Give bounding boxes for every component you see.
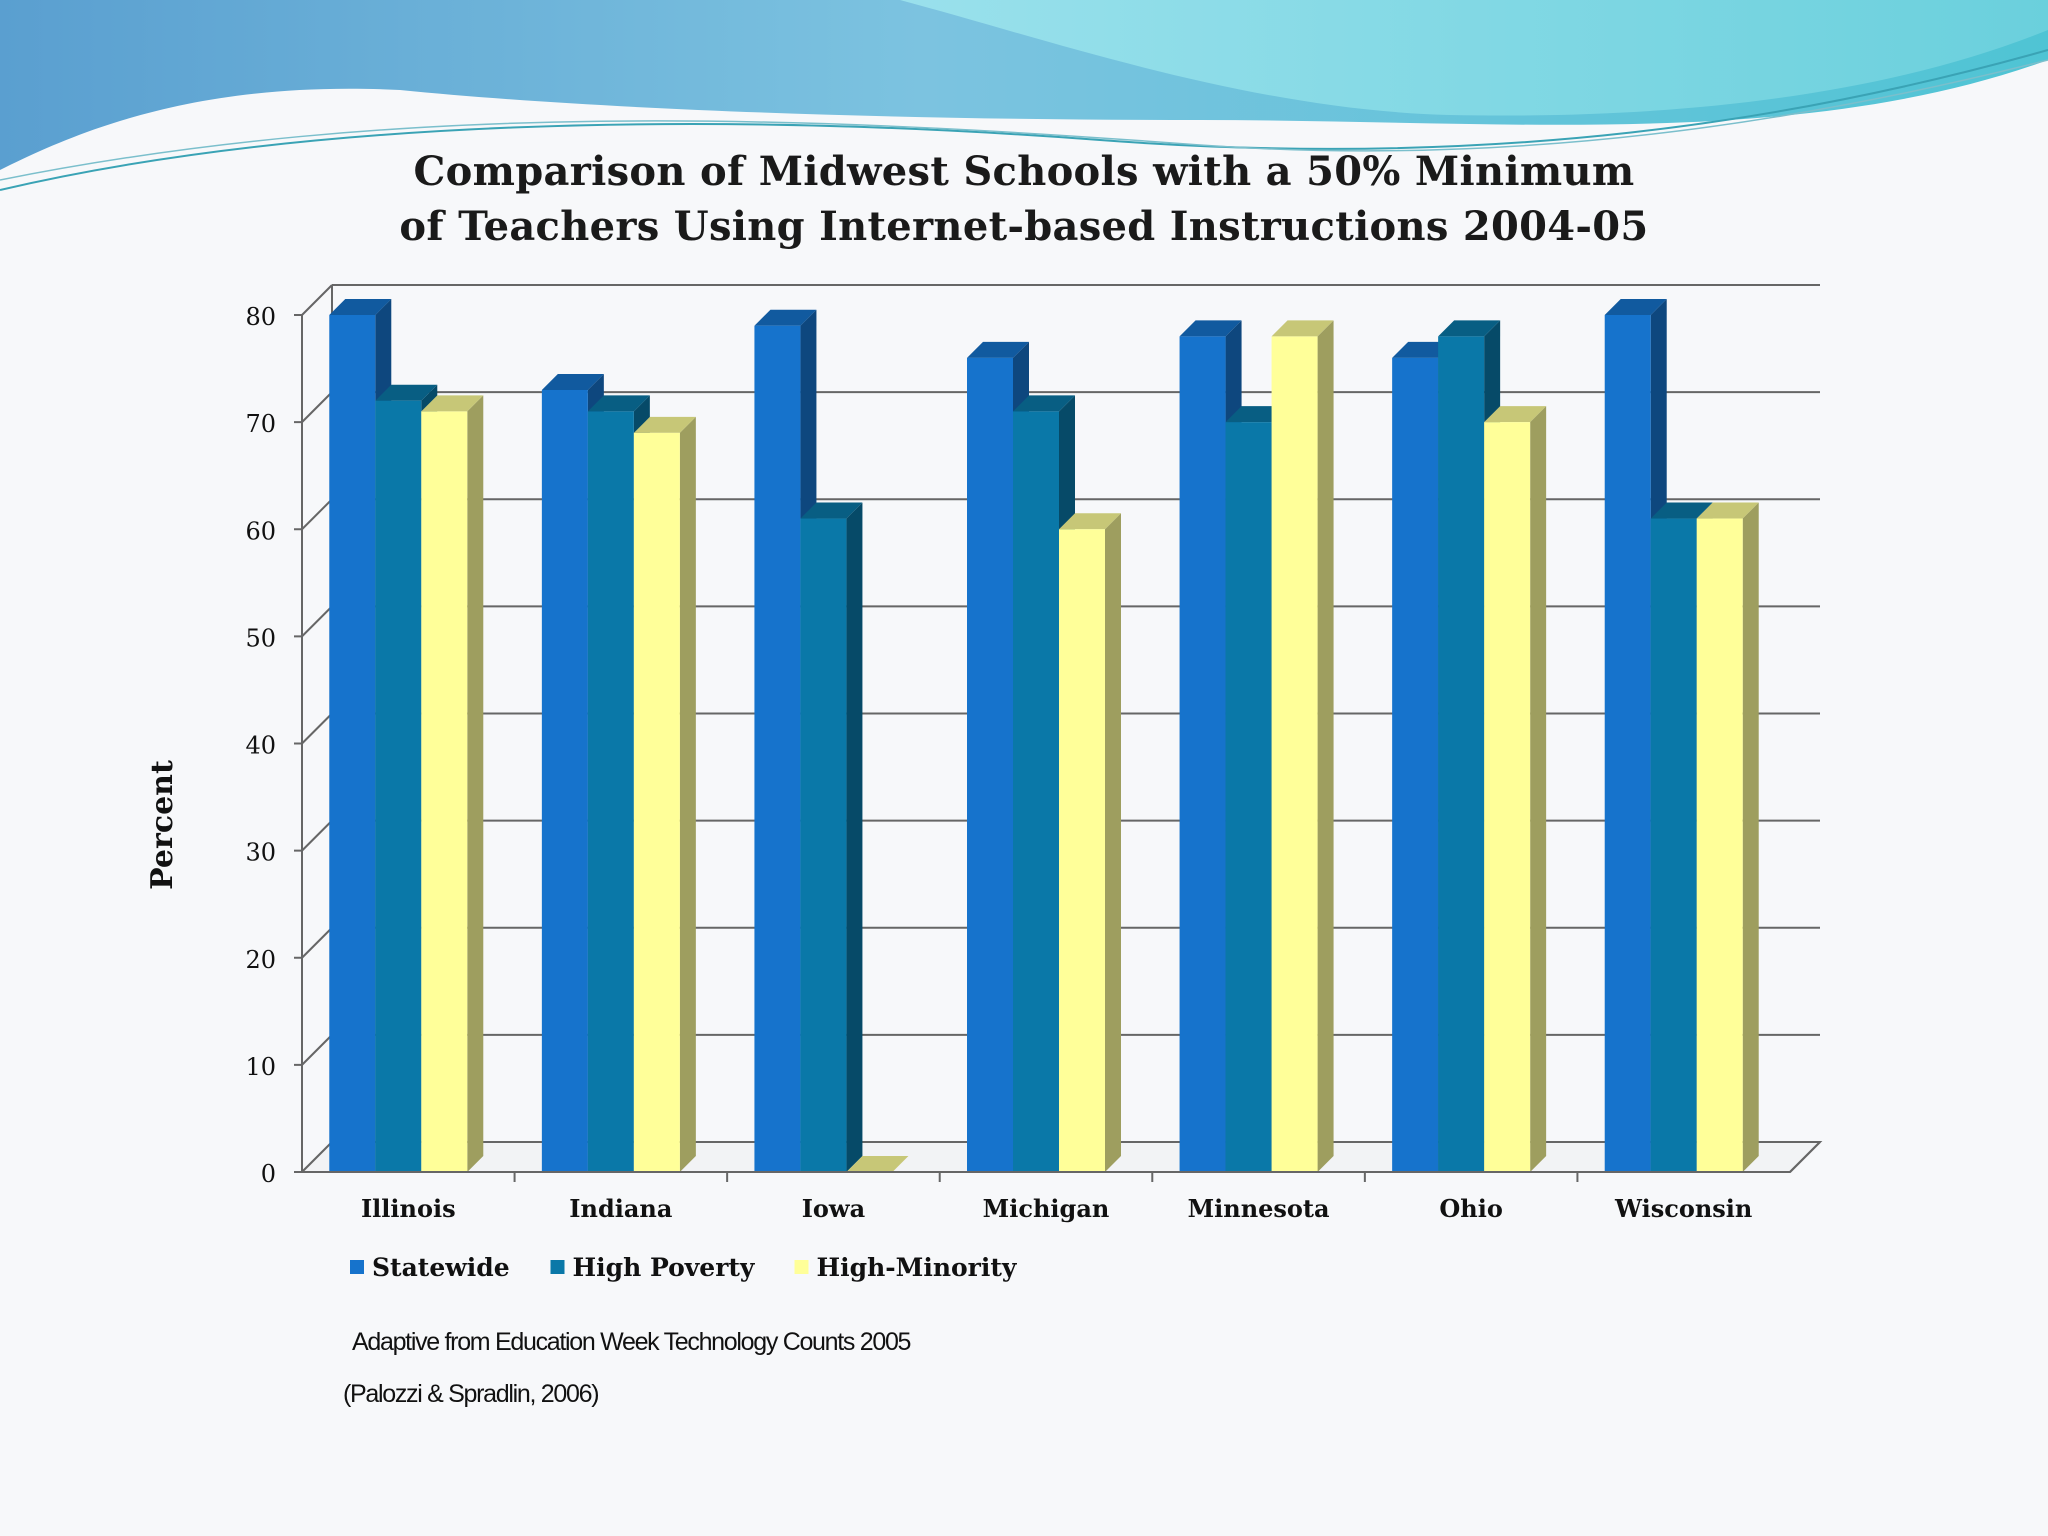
bar [1604,315,1651,1172]
bar [1696,518,1743,1172]
bar-top [1271,320,1334,337]
bar-top [846,1156,909,1172]
bar [587,411,634,1173]
bar [1271,336,1318,1172]
source-note: Adaptive from Education Week Technology … [352,1328,911,1356]
bar-top [329,299,392,315]
gridline-side [301,498,333,530]
header-wave-decoration [0,0,2048,191]
bar-top [1179,320,1242,337]
bar [633,432,680,1172]
x-tick-label: Illinois [361,1194,456,1223]
bar [800,518,847,1172]
y-tick-label: 20 [245,946,276,974]
y-tick-label: 30 [245,839,276,867]
bar-top [1438,320,1501,337]
bar-top [375,384,438,401]
bar-top [1013,395,1075,412]
bar-top [967,341,1029,358]
source-citation: (Palozzi & Spradlin, 2006) [343,1380,600,1408]
bar-top [800,502,863,519]
bar [541,389,588,1172]
bar-side [1742,502,1759,1173]
legend-label: High-Minority [817,1253,1018,1282]
x-tick-label: Ohio [1439,1194,1502,1223]
bar-side [1317,320,1334,1172]
gridline-side [301,1034,333,1066]
bar [421,411,468,1173]
bar-top [1650,502,1713,519]
bar-top [1696,502,1759,519]
gridline-side [301,391,333,423]
bar-top [421,395,484,412]
bar-chart: 0 10 20 30 40 50 60 70 80 Percent Illinois Indiana I… [145,284,1823,1282]
bar [754,325,801,1172]
y-axis-label: Percent [145,760,180,890]
x-tick-label: Wisconsin [1614,1194,1752,1223]
bar [329,315,376,1172]
y-tick-label: 50 [245,624,276,652]
bar-top [754,309,817,326]
bar [1225,422,1272,1172]
bar [1392,357,1439,1173]
bar [375,400,422,1172]
gridline-side [301,712,333,745]
x-tick-label: Minnesota [1188,1194,1330,1223]
bar [1650,518,1697,1172]
chart-title-line-2: of Teachers Using Internet-based Instruc… [399,203,1649,250]
gridline-side [301,284,333,316]
legend-swatch [794,1260,809,1274]
y-tick-label: 70 [245,410,276,438]
bar-side [1530,406,1547,1172]
y-tick-label: 80 [245,303,276,331]
gridline-side [301,927,333,959]
bar-top [633,416,696,433]
bar-side [1105,513,1121,1172]
bar [967,357,1013,1173]
bar-top [1604,299,1667,315]
gridline-side [301,605,333,638]
bar-side [467,395,484,1173]
x-tick-label: Michigan [983,1194,1110,1223]
bar-side [679,416,696,1172]
bar [1179,336,1226,1172]
legend-label: High Poverty [573,1253,756,1282]
bar-side [846,502,863,1173]
bar [1438,336,1485,1172]
y-tick-label: 60 [245,517,276,545]
gridline-side [301,819,333,852]
bar [1059,529,1105,1172]
bar [1013,411,1059,1173]
legend-swatch [550,1260,565,1274]
x-tick-label: Indiana [569,1194,672,1223]
x-tick-label: Iowa [802,1194,865,1223]
bar-top [1059,513,1121,530]
bar [1484,422,1531,1172]
bar-top [587,395,650,412]
bar-top [1484,406,1547,423]
chart-title-line-1: Comparison of Midwest Schools with a 50%… [413,148,1635,195]
y-tick-label: 40 [245,732,276,760]
legend-label: Statewide [372,1253,510,1282]
x-axis-depth [1789,1141,1821,1173]
legend-swatch [350,1260,364,1274]
y-tick-label: 0 [261,1160,276,1188]
bar-top [541,373,604,390]
y-tick-label: 10 [245,1053,276,1081]
